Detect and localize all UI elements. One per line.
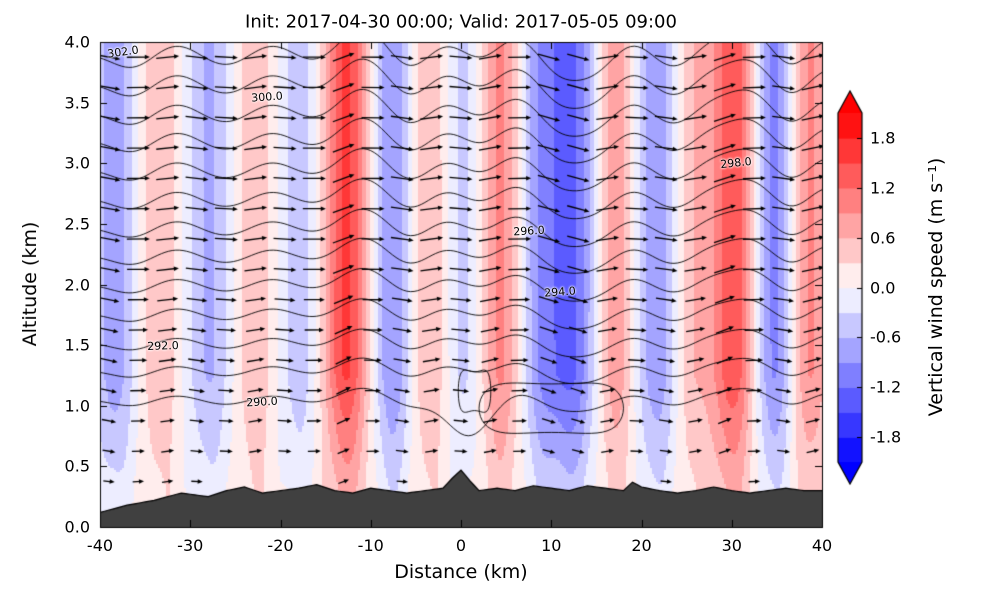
colorbar-label: Vertical wind speed (m s⁻¹) [925,157,947,417]
y-axis-label: Altitude (km) [19,221,41,347]
plot-title: Init: 2017-04-30 00:00; Valid: 2017-05-0… [245,11,677,33]
x-axis-label: Distance (km) [394,561,528,583]
